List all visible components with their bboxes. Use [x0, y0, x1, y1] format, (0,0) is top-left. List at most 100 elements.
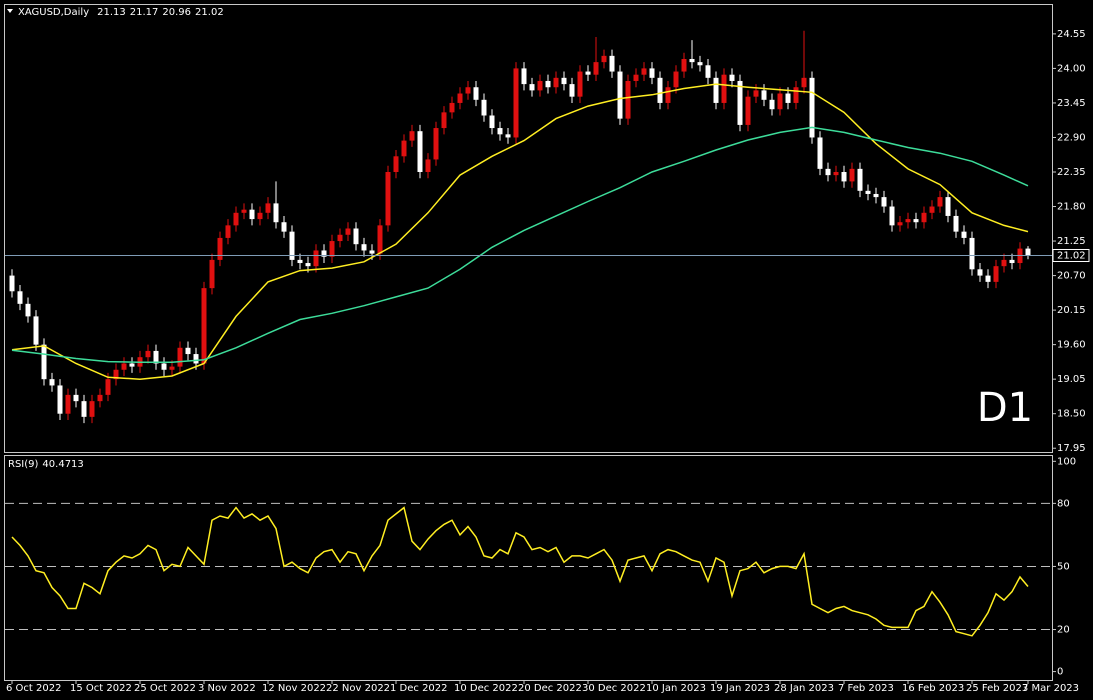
candle-body: [937, 197, 943, 207]
last-low: 20.96: [162, 7, 191, 18]
candle-body: [65, 394, 71, 414]
last-open: 21.13: [97, 7, 126, 18]
x-tick-label: 10 Dec 2022: [454, 683, 518, 694]
candle-body: [729, 74, 735, 81]
candle-body: [377, 225, 383, 254]
candle-body: [529, 84, 535, 91]
candle-body: [897, 222, 903, 226]
candle-body: [665, 87, 671, 103]
y-tick-label: 22.90: [1057, 132, 1086, 143]
x-tick-label: 3 Nov 2022: [198, 683, 256, 694]
x-tick-label: 20 Dec 2022: [518, 683, 582, 694]
candle-body: [113, 369, 119, 380]
x-tick-label: 15 Oct 2022: [70, 683, 132, 694]
candle-body: [585, 71, 591, 75]
y-tick-label: 20.70: [1057, 271, 1086, 282]
candle-body: [169, 366, 175, 370]
y-tick-label: 23.45: [1057, 98, 1086, 109]
y-tick-label: 20: [1057, 625, 1070, 636]
candle-body: [449, 102, 455, 113]
candle-body: [321, 250, 327, 257]
last-high: 21.17: [130, 7, 159, 18]
candle-body: [761, 90, 767, 100]
candle-body: [1025, 248, 1031, 256]
y-tick-label: 24.55: [1057, 29, 1086, 40]
candle-body: [337, 234, 343, 242]
y-tick-label: 21.25: [1057, 236, 1086, 247]
price-label: 21.02: [1057, 250, 1086, 261]
candle-body: [57, 385, 63, 414]
candle-body: [649, 68, 655, 78]
y-tick-label: 19.60: [1057, 340, 1086, 351]
candle-body: [97, 394, 103, 402]
candle-body: [305, 263, 311, 267]
x-tick-label: 16 Feb 2023: [902, 683, 964, 694]
y-tick-label: 80: [1057, 498, 1070, 509]
x-tick-label: 10 Jan 2023: [646, 683, 706, 694]
candle-body: [601, 55, 607, 63]
x-tick-label: 7 Feb 2023: [838, 683, 894, 694]
x-tick-label: 25 Feb 2023: [966, 683, 1028, 694]
candle-body: [265, 203, 271, 213]
candle-body: [25, 303, 31, 317]
rsi-line: [11, 506, 1029, 637]
x-tick-label: 30 Dec 2022: [582, 683, 646, 694]
candle-body: [105, 379, 111, 395]
candle-body: [753, 90, 759, 97]
x-tick-label: 22 Nov 2022: [326, 683, 390, 694]
x-tick-label: 25 Oct 2022: [134, 683, 196, 694]
candle-body: [569, 84, 575, 97]
candle-body: [369, 250, 375, 254]
candle-body: [953, 215, 959, 232]
candle-body: [465, 87, 471, 94]
candle-body: [913, 219, 919, 223]
price-label-box: [1052, 248, 1090, 262]
candle-body: [225, 225, 231, 238]
candle-body: [233, 212, 239, 226]
candle-body: [257, 212, 263, 220]
candle-body: [49, 379, 55, 386]
candle-body: [689, 58, 695, 63]
candle-body: [417, 131, 423, 172]
moving-average-line: [11, 126, 1029, 363]
candle-body: [441, 112, 447, 129]
y-tick-label: 20.15: [1057, 305, 1086, 316]
y-tick-label: 19.05: [1057, 374, 1086, 385]
candle-body: [553, 77, 559, 88]
candle-body: [185, 347, 191, 355]
candle-body: [153, 350, 159, 364]
candle-body: [769, 99, 775, 110]
candle-body: [17, 291, 23, 304]
candle-body: [457, 93, 463, 103]
candle-body: [881, 197, 887, 207]
candle-body: [633, 74, 639, 81]
candle-body: [857, 168, 863, 191]
candle-body: [785, 93, 791, 103]
candle-body: [809, 77, 815, 138]
price-header: XAGUSD,Daily 21.13 21.17 20.96 21.02: [18, 7, 224, 18]
candle-body: [177, 347, 183, 367]
timeframe-annotation: D1: [977, 385, 1033, 431]
price-panel-frame: [4, 4, 1053, 453]
symbol: XAGUSD,Daily: [18, 7, 89, 18]
y-tick-label: 18.50: [1057, 409, 1086, 420]
candle-body: [241, 209, 247, 213]
candle-body: [545, 80, 551, 88]
candle-body: [721, 74, 727, 103]
candle-body: [41, 344, 47, 380]
candle-body: [921, 212, 927, 223]
candle-body: [865, 190, 871, 194]
y-tick-label: 17.95: [1057, 443, 1086, 454]
candle-body: [657, 77, 663, 103]
candle-body: [969, 237, 975, 270]
candle-body: [313, 250, 319, 267]
last-close: 21.02: [195, 7, 224, 18]
y-tick-label: 21.80: [1057, 202, 1086, 213]
candle-body: [273, 203, 279, 223]
candle-body: [433, 128, 439, 160]
menu-triangle[interactable]: [7, 9, 13, 13]
candle-body: [513, 68, 519, 138]
candle-body: [33, 316, 39, 345]
